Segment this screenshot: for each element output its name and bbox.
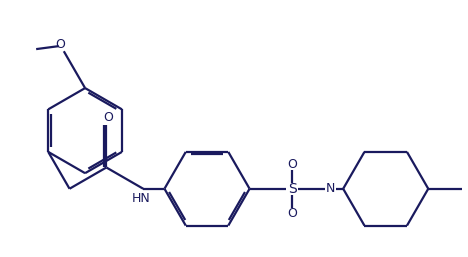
Text: O: O [103, 111, 113, 124]
Text: O: O [56, 38, 66, 51]
Text: S: S [288, 182, 297, 196]
Text: O: O [287, 158, 297, 171]
Text: HN: HN [132, 192, 150, 205]
Text: O: O [287, 207, 297, 220]
Text: N: N [326, 182, 335, 195]
